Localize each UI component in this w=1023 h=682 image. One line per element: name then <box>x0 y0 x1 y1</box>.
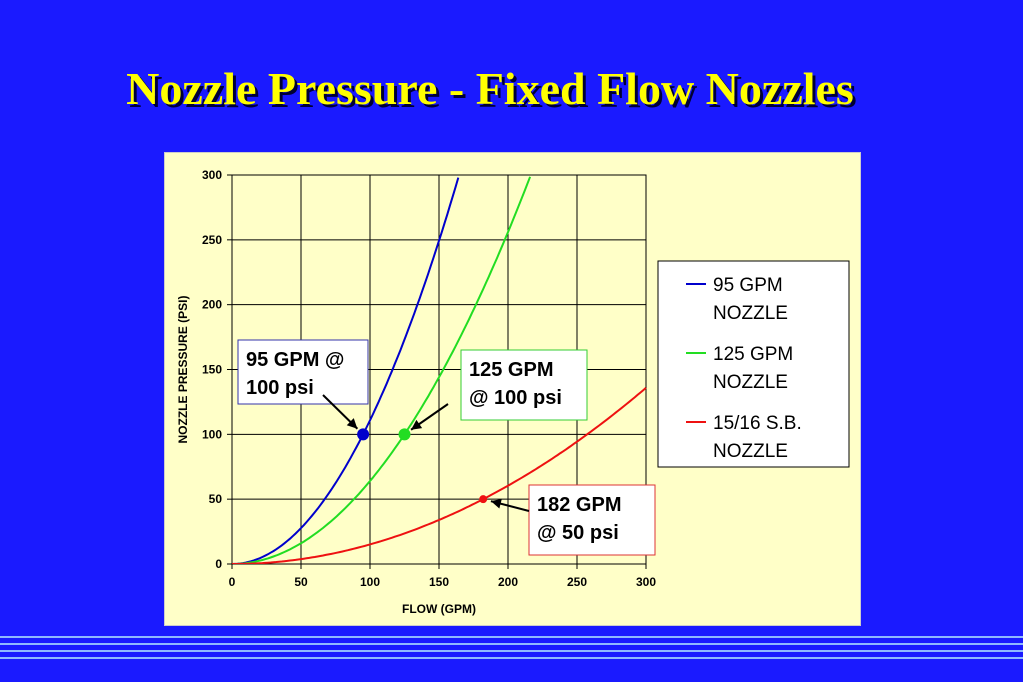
legend-label: 95 GPM <box>713 275 783 296</box>
annotation-box <box>237 339 369 405</box>
y-axis-label: NOZZLE PRESSURE (PSI) <box>176 295 190 443</box>
annotation-box <box>460 349 588 421</box>
legend-label: NOZZLE <box>713 441 788 462</box>
annotation-arrowhead <box>346 418 358 429</box>
chart-panel: 0 50 100 150 200 250 300 0 50 100 150 200 250 300 FLOW… <box>164 152 861 626</box>
annotation-point <box>479 495 488 504</box>
y-tick-label: 150 <box>202 363 222 377</box>
annotation-text: 100 psi <box>246 377 314 399</box>
series-line <box>232 176 532 564</box>
x-axis-label: FLOW (GPM) <box>402 602 476 616</box>
x-tick-label: 150 <box>429 575 449 589</box>
annotation-arrowhead <box>411 419 423 430</box>
x-tick-label: 0 <box>229 575 236 589</box>
annotation-point <box>357 428 370 441</box>
y-tick-label: 200 <box>202 298 222 312</box>
pressure-chart: 0 50 100 150 200 250 300 0 50 100 150 200 250 300 FLOW… <box>176 168 850 616</box>
annotation-arrowhead <box>490 498 502 509</box>
y-tick-label: 100 <box>202 427 222 441</box>
series-line <box>232 387 647 564</box>
annotations: 95 GPM @ 100 psi 125 GPM @ 100 psi 182 GPM @ … <box>237 339 656 556</box>
annotation-box <box>528 484 656 556</box>
annotation-text: 125 GPM <box>469 359 553 381</box>
legend-label: 15/16 S.B. <box>713 413 802 434</box>
annotation-text: 182 GPM <box>537 494 621 516</box>
annotation-text: 95 GPM @ <box>246 349 344 371</box>
footer-lines <box>0 636 1023 664</box>
x-tick-label: 50 <box>294 575 308 589</box>
y-tick-label: 0 <box>215 557 222 571</box>
axes: 0 50 100 150 200 250 300 0 50 100 150 200 250 300 FLOW… <box>176 168 656 616</box>
legend-label: 125 GPM <box>713 344 793 365</box>
annotation-text: @ 100 psi <box>469 387 562 409</box>
x-tick-label: 100 <box>360 575 380 589</box>
legend-box <box>657 260 850 468</box>
y-tick-label: 300 <box>202 168 222 182</box>
x-tick-label: 250 <box>567 575 587 589</box>
x-tick-label: 200 <box>498 575 518 589</box>
legend-label: NOZZLE <box>713 372 788 393</box>
x-tick-label: 300 <box>636 575 656 589</box>
y-tick-label: 50 <box>209 492 223 506</box>
annotation-text: @ 50 psi <box>537 522 619 544</box>
slide-title: Nozzle Pressure - Fixed Flow Nozzles <box>126 63 854 114</box>
legend: 95 GPM NOZZLE 125 GPM NOZZLE 15/16 S.B. NOZZL… <box>657 260 850 468</box>
annotation-point <box>398 428 411 441</box>
series-lines <box>232 176 647 564</box>
series-line <box>232 177 460 564</box>
legend-label: NOZZLE <box>713 303 788 324</box>
y-tick-label: 250 <box>202 233 222 247</box>
